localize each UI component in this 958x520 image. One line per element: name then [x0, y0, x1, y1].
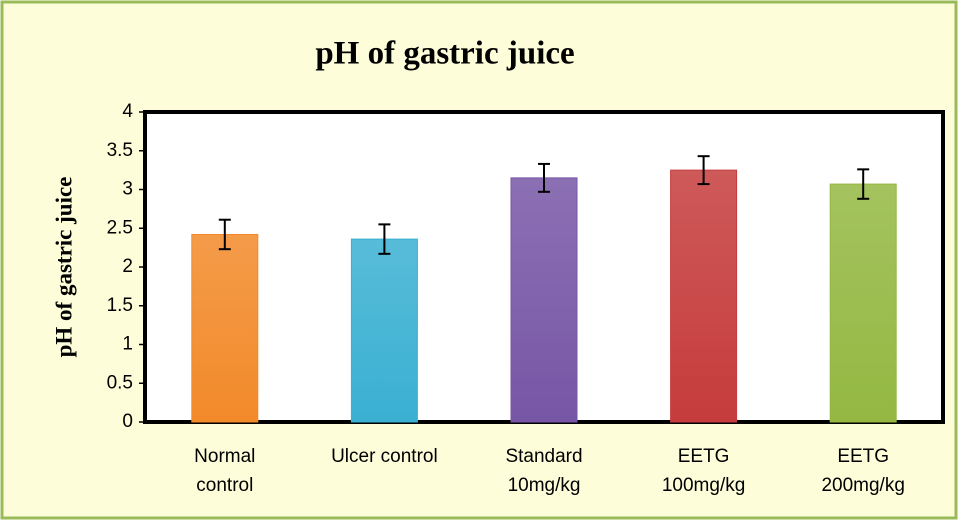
y-tick-label: 0 — [122, 411, 133, 432]
x-tick-label: EETG 200mg/kg — [821, 446, 905, 496]
y-tick-label: 3.5 — [107, 140, 133, 161]
y-tick-label: 2 — [122, 256, 133, 277]
x-tick-label: Normal control — [194, 446, 256, 496]
y-tick-label: 4 — [122, 101, 133, 122]
y-tick-label: 3 — [122, 179, 133, 200]
x-tick-label: Ulcer control — [331, 446, 438, 467]
y-tick-label: 0.5 — [107, 372, 133, 393]
x-tick-label: EETG 100mg/kg — [661, 446, 746, 496]
y-axis-label: pH of gastric juice — [51, 177, 76, 358]
y-tick-label: 1 — [122, 334, 133, 355]
bar — [191, 233, 259, 423]
x-tick-label: Standard 10mg/kg — [505, 446, 583, 496]
bar — [829, 183, 897, 423]
bar — [350, 238, 418, 423]
y-tick-label: 1.5 — [107, 295, 133, 316]
bar — [670, 169, 738, 423]
bar — [510, 177, 578, 423]
chart-title: pH of gastric juice — [315, 36, 574, 72]
y-tick-label: 2.5 — [107, 217, 133, 238]
